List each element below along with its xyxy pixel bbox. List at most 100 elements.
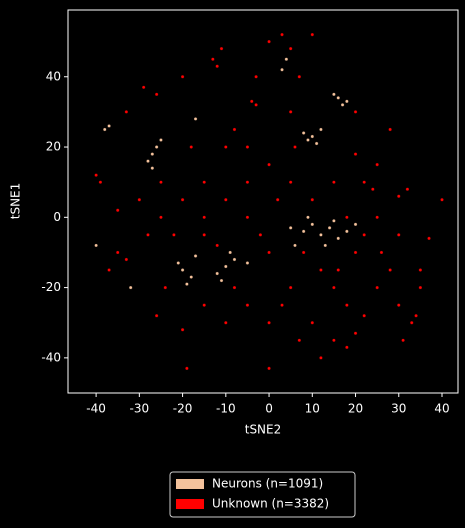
point xyxy=(314,141,319,146)
point xyxy=(375,215,379,220)
point xyxy=(332,92,336,97)
point xyxy=(319,268,323,272)
point xyxy=(128,285,133,290)
point xyxy=(440,197,444,202)
point xyxy=(275,197,280,202)
legend-label: Unknown (n=3382) xyxy=(212,497,329,511)
point xyxy=(103,127,107,132)
legend-swatch xyxy=(176,479,204,489)
point xyxy=(176,261,181,265)
y-tick-label: -20 xyxy=(41,280,61,294)
x-tick-label: -10 xyxy=(216,402,236,416)
point xyxy=(375,285,379,290)
point xyxy=(258,233,263,237)
point xyxy=(280,303,284,307)
point xyxy=(345,215,349,220)
point xyxy=(267,366,271,371)
point xyxy=(224,197,228,202)
point xyxy=(293,145,297,149)
x-tick-label: 30 xyxy=(391,402,406,416)
point xyxy=(371,187,375,191)
point xyxy=(154,313,159,318)
point xyxy=(94,173,98,177)
point xyxy=(180,75,185,79)
point xyxy=(267,250,271,255)
point xyxy=(345,345,349,350)
point xyxy=(215,64,219,68)
point xyxy=(107,268,111,272)
point xyxy=(362,313,366,318)
point xyxy=(267,162,271,167)
point xyxy=(301,131,306,135)
point xyxy=(310,222,315,227)
x-tick-label: 20 xyxy=(348,402,363,416)
point xyxy=(245,180,250,184)
point xyxy=(245,261,250,265)
point xyxy=(146,233,150,237)
point xyxy=(124,110,129,114)
point xyxy=(353,152,358,156)
point xyxy=(159,215,163,220)
point xyxy=(154,92,159,97)
point xyxy=(215,243,219,248)
point xyxy=(202,233,206,237)
plot-frame xyxy=(67,9,459,394)
point xyxy=(180,197,185,202)
point xyxy=(414,313,418,318)
point xyxy=(332,219,336,223)
point xyxy=(405,187,410,191)
point xyxy=(310,32,315,37)
point xyxy=(323,243,328,248)
point xyxy=(336,268,340,272)
x-tick-label: 0 xyxy=(265,402,273,416)
point xyxy=(418,285,423,290)
point xyxy=(397,233,401,237)
point xyxy=(332,338,336,343)
point xyxy=(353,331,358,336)
point xyxy=(159,138,163,142)
point xyxy=(189,145,193,149)
point xyxy=(401,338,405,343)
point xyxy=(353,250,358,255)
point xyxy=(172,233,176,237)
point xyxy=(254,103,258,107)
point xyxy=(336,96,340,100)
point xyxy=(332,180,336,184)
point xyxy=(267,39,271,44)
point xyxy=(397,303,401,307)
point xyxy=(185,282,189,286)
point xyxy=(418,268,423,272)
point xyxy=(319,233,323,237)
point xyxy=(228,250,232,255)
point xyxy=(427,236,431,241)
point xyxy=(202,215,206,220)
point xyxy=(137,197,142,202)
point xyxy=(254,75,258,79)
point xyxy=(379,250,384,255)
point xyxy=(115,208,120,213)
point xyxy=(211,57,215,61)
x-tick-label: -30 xyxy=(130,402,150,416)
point xyxy=(280,67,284,72)
point xyxy=(124,257,129,262)
point xyxy=(345,303,349,307)
point xyxy=(288,180,293,184)
point xyxy=(301,250,306,255)
point xyxy=(327,226,332,230)
point xyxy=(297,338,302,343)
point xyxy=(306,138,310,142)
point xyxy=(141,85,146,90)
point xyxy=(353,222,358,227)
point xyxy=(345,99,349,104)
x-tick-label: 40 xyxy=(434,402,449,416)
point xyxy=(280,32,284,37)
point xyxy=(219,46,224,51)
point xyxy=(150,166,155,170)
point xyxy=(288,285,293,290)
point xyxy=(245,215,250,220)
point xyxy=(336,236,340,241)
point xyxy=(362,180,366,184)
point xyxy=(232,127,237,132)
point xyxy=(94,243,98,248)
point xyxy=(224,320,228,325)
